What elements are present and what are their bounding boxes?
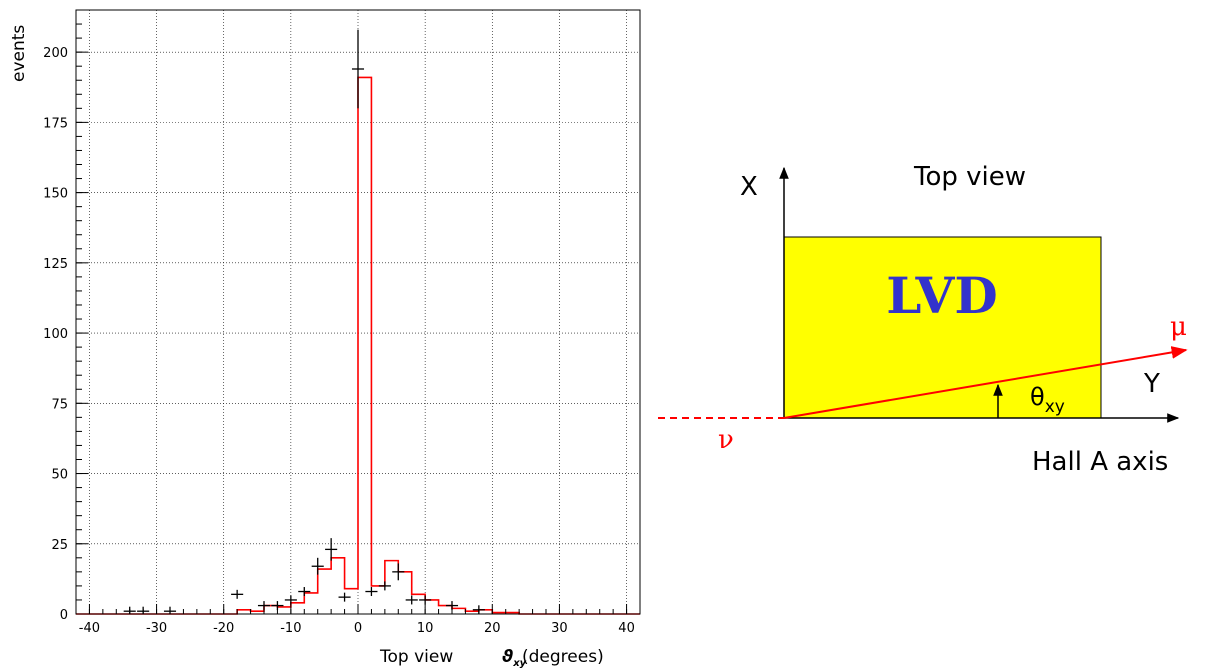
y-tick-label: 100 bbox=[43, 327, 68, 342]
data-point bbox=[338, 592, 351, 602]
data-point bbox=[311, 557, 324, 575]
lvd-label: LVD bbox=[886, 266, 997, 325]
data-point bbox=[445, 601, 459, 611]
data-point bbox=[298, 587, 311, 597]
data-point bbox=[231, 589, 244, 599]
y-tick-label: 75 bbox=[51, 397, 68, 412]
x-axis-unit: (degrees) bbox=[522, 647, 604, 667]
data-point bbox=[405, 595, 418, 605]
angle-label-sub: xy bbox=[1045, 397, 1065, 417]
diagram-title: Top view bbox=[913, 162, 1026, 192]
y-tick-label: 25 bbox=[51, 538, 68, 553]
x-tick-label: 20 bbox=[484, 621, 501, 636]
data-point bbox=[351, 29, 365, 109]
nu-label: ν bbox=[718, 425, 734, 455]
data-point bbox=[365, 587, 378, 597]
lvd-detector-box bbox=[783, 236, 1102, 419]
data-point bbox=[419, 595, 432, 605]
histogram-series bbox=[76, 76, 640, 615]
x-tick-label: 0 bbox=[354, 621, 362, 636]
histogram-chart: -40 -30 -20 -10 0 10 20 30 40 0 25 50 75 100 125 150 175… bbox=[9, 9, 641, 669]
data-point bbox=[325, 538, 338, 561]
y-tick-label: 200 bbox=[43, 46, 68, 61]
x-tick-label: -10 bbox=[280, 621, 301, 636]
data-point bbox=[378, 581, 391, 591]
x-axis-label: X bbox=[740, 172, 758, 202]
x-axis-symbol-sub: xy bbox=[512, 658, 526, 669]
angle-label: θxy bbox=[1030, 383, 1065, 417]
y-axis-label: Y bbox=[1143, 369, 1160, 399]
data-points-series bbox=[123, 29, 485, 614]
data-point bbox=[271, 601, 284, 611]
x-tick-label: 10 bbox=[417, 621, 434, 636]
x-axis-symbol-main: ϑ bbox=[502, 647, 514, 667]
histogram-outline bbox=[76, 76, 640, 615]
mu-label: μ bbox=[1170, 312, 1187, 342]
data-point bbox=[392, 563, 405, 581]
x-axis-symbol: ϑxy bbox=[502, 647, 527, 669]
y-tick-label: 150 bbox=[43, 187, 68, 202]
x-tick-label: -30 bbox=[146, 621, 167, 636]
x-tick-label: 40 bbox=[618, 621, 635, 636]
y-tick-label: 125 bbox=[43, 257, 68, 272]
x-tick-label: 30 bbox=[551, 621, 568, 636]
data-point bbox=[284, 595, 297, 605]
tick-labels: -40 -30 -20 -10 0 10 20 30 40 0 25 50 75 100 125 150 175… bbox=[43, 46, 635, 636]
y-tick-label: 0 bbox=[60, 608, 68, 623]
y-tick-label: 50 bbox=[51, 468, 68, 483]
x-axis-title: Top view bbox=[379, 647, 453, 667]
data-point bbox=[257, 601, 271, 611]
y-tick-label: 175 bbox=[43, 116, 68, 131]
hall-axis-label: Hall A axis bbox=[1032, 447, 1168, 477]
axis-ticks bbox=[75, 9, 641, 615]
angle-label-main: θ bbox=[1030, 383, 1045, 411]
x-tick-label: -40 bbox=[79, 621, 100, 636]
mu-track-arrow bbox=[783, 346, 1188, 419]
y-axis-title: events bbox=[9, 25, 29, 82]
x-tick-label: -20 bbox=[213, 621, 234, 636]
lvd-diagram: LVD Top view X Y Hall A axis μ ν θxy bbox=[658, 162, 1188, 477]
